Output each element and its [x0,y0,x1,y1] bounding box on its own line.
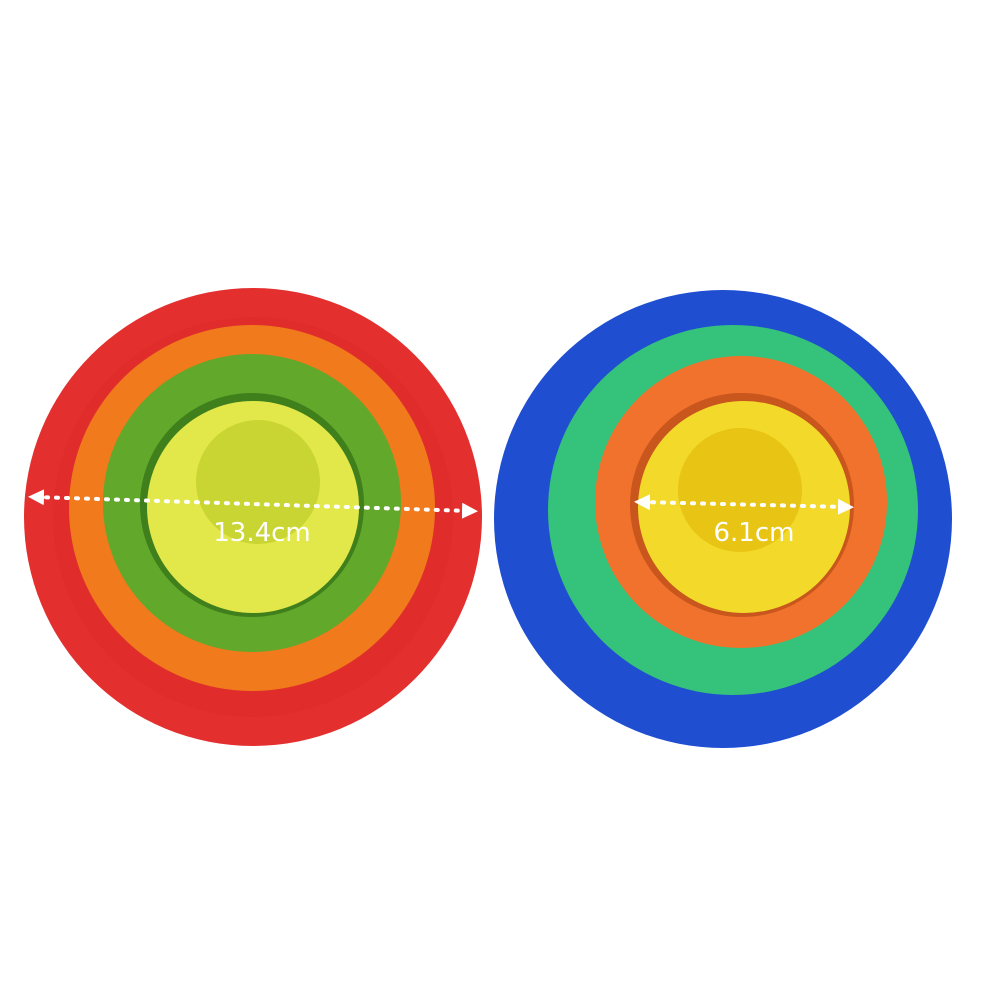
left-dimension-arrow [28,489,478,519]
yellow-hole [678,428,802,552]
right-measurement-label: 6.1cm [714,518,795,548]
right-dimension-arrow [634,494,854,515]
left-measurement-label: 13.4cm [213,518,311,548]
left-nesting-rings [24,288,482,746]
